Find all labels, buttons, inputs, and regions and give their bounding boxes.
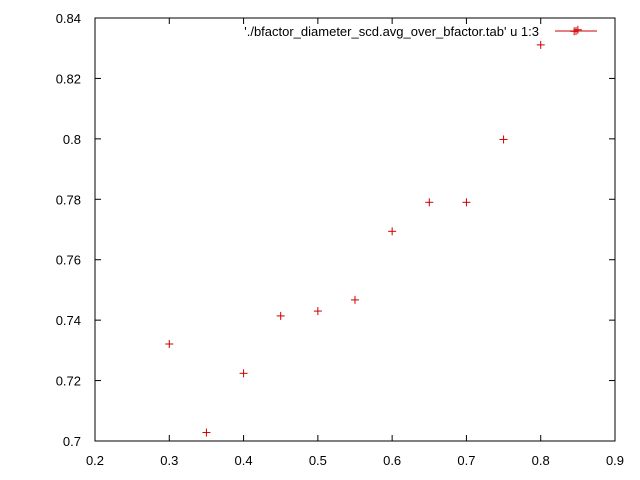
data-point <box>573 25 582 34</box>
legend-marker <box>555 27 597 35</box>
data-point <box>536 40 545 49</box>
x-tick-label: 0.9 <box>606 453 624 468</box>
y-tick-label: 0.78 <box>56 192 81 207</box>
data-point <box>388 227 397 236</box>
x-tick-label: 0.6 <box>383 453 401 468</box>
y-tick-label: 0.82 <box>56 71 81 86</box>
y-tick-label: 0.72 <box>56 374 81 389</box>
legend-sample-plus <box>572 27 580 35</box>
y-tick-label: 0.76 <box>56 253 81 268</box>
x-tick-label: 0.5 <box>309 453 327 468</box>
data-points <box>165 25 582 437</box>
data-point <box>351 295 359 304</box>
plot-frame <box>94 17 616 442</box>
data-point <box>202 428 211 437</box>
legend-label: './bfactor_diameter_scd.avg_over_bfactor… <box>244 24 539 39</box>
legend: './bfactor_diameter_scd.avg_over_bfactor… <box>244 24 597 39</box>
x-tick-label: 0.2 <box>86 453 104 468</box>
y-tick-label: 0.74 <box>56 313 81 328</box>
data-point <box>276 311 285 320</box>
x-tick-label: 0.4 <box>235 453 253 468</box>
data-point <box>425 198 434 207</box>
data-point <box>239 369 248 378</box>
x-axis: 0.2 0.3 0.4 0.5 0.6 0.7 0.8 0.9 <box>86 18 624 468</box>
data-point <box>462 198 471 207</box>
data-point <box>165 340 174 349</box>
y-tick-label: 0.7 <box>63 434 81 449</box>
y-tick-label: 0.84 <box>56 11 81 26</box>
x-tick-label: 0.7 <box>457 453 475 468</box>
plot-area-border <box>94 17 616 442</box>
y-tick-label: 0.8 <box>63 132 81 147</box>
x-tick-label: 0.3 <box>160 453 178 468</box>
data-point <box>499 135 508 144</box>
data-point <box>313 307 322 316</box>
x-tick-label: 0.8 <box>532 453 550 468</box>
y-axis: 0.7 0.72 0.74 0.76 0.78 0.8 0.82 0.84 <box>56 11 615 449</box>
